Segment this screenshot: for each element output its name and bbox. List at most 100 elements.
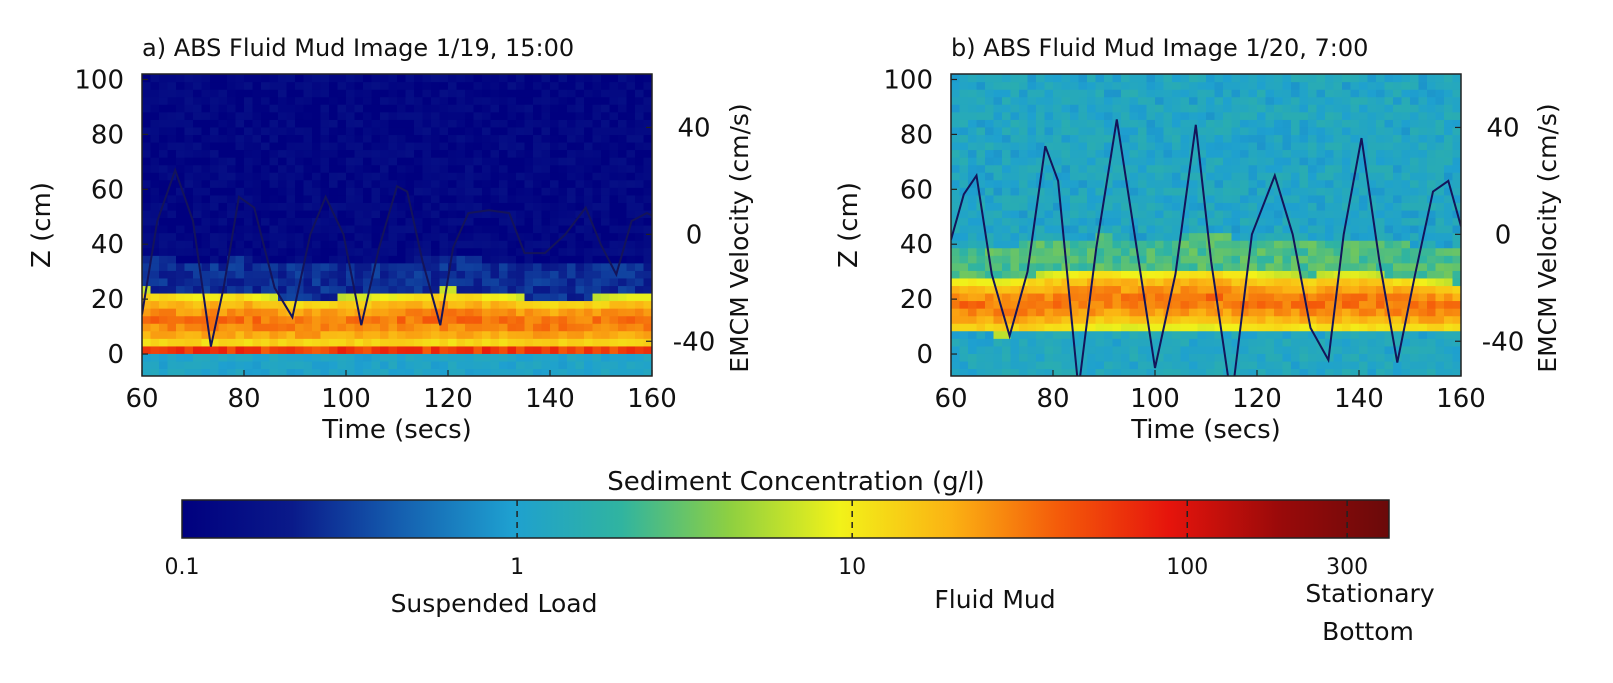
- heatmap-cell: [312, 368, 322, 376]
- heatmap-cell: [1452, 81, 1461, 90]
- heatmap-cell: [575, 164, 585, 173]
- heatmap-cell: [244, 89, 254, 98]
- heatmap-cell: [1384, 353, 1394, 362]
- heatmap-cell: [1410, 172, 1420, 181]
- heatmap-cell: [1257, 277, 1267, 287]
- heatmap-cell: [1393, 187, 1403, 196]
- heatmap-cell: [985, 292, 995, 302]
- heatmap-cell: [193, 111, 203, 120]
- heatmap-cell: [1189, 126, 1199, 136]
- heatmap-cell: [1095, 202, 1105, 211]
- heatmap-cell: [388, 149, 398, 158]
- heatmap-cell: [1427, 247, 1437, 256]
- heatmap-cell: [558, 353, 568, 362]
- heatmap-cell: [1036, 315, 1046, 324]
- heatmap-cell: [507, 240, 517, 249]
- heatmap-cell: [541, 74, 551, 83]
- heatmap-cell: [516, 96, 526, 105]
- heatmap-cell: [1410, 149, 1420, 158]
- heatmap-cell: [184, 187, 194, 196]
- heatmap-cell: [303, 255, 313, 264]
- heatmap-cell: [643, 360, 652, 370]
- heatmap-cell: [142, 360, 152, 370]
- heatmap-cell: [1214, 209, 1224, 219]
- heatmap-cell: [618, 217, 628, 226]
- heatmap-cell: [1027, 149, 1037, 158]
- heatmap-cell: [354, 141, 364, 151]
- heatmap-cell: [1231, 240, 1241, 249]
- heatmap-cell: [244, 353, 254, 362]
- heatmap-cell: [388, 368, 398, 376]
- heatmap-cell: [976, 330, 986, 339]
- heatmap-cell: [286, 172, 296, 181]
- heatmap-cell: [1121, 270, 1131, 279]
- heatmap-cell: [1274, 360, 1284, 370]
- heatmap-cell: [1401, 126, 1411, 136]
- heatmap-cell: [1367, 217, 1377, 226]
- heatmap-cell: [337, 285, 347, 294]
- heatmap-cell: [601, 111, 611, 120]
- heatmap-cell: [397, 89, 407, 98]
- heatmap-cell: [1112, 157, 1122, 166]
- heatmap-cell: [1155, 232, 1165, 241]
- heatmap-cell: [1121, 89, 1131, 98]
- heatmap-cell: [1393, 338, 1403, 347]
- heatmap-cell: [269, 240, 279, 249]
- heatmap-cell: [490, 308, 500, 317]
- heatmap-cell: [1189, 172, 1199, 181]
- heatmap-cell: [1418, 255, 1428, 264]
- heatmap-cell: [405, 119, 415, 128]
- heatmap-cell: [1010, 255, 1020, 264]
- heatmap-cell: [397, 172, 407, 181]
- heatmap-cell: [1019, 172, 1029, 181]
- heatmap-cell: [1146, 368, 1156, 376]
- heatmap-cell: [1095, 255, 1105, 264]
- heatmap-cell: [1291, 126, 1301, 136]
- heatmap-cell: [533, 209, 543, 219]
- heatmap-cell: [516, 368, 526, 376]
- heatmap-cell: [959, 240, 969, 249]
- heatmap-cell: [1308, 225, 1318, 234]
- heatmap-cell: [354, 315, 364, 324]
- heatmap-cell: [1214, 270, 1224, 279]
- heatmap-cell: [1248, 96, 1258, 105]
- heatmap-cell: [1282, 247, 1292, 256]
- heatmap-cell: [1129, 277, 1139, 287]
- heatmap-cell: [1223, 353, 1233, 362]
- heatmap-cell: [193, 81, 203, 90]
- heatmap-cell: [312, 74, 322, 83]
- heatmap-cell: [550, 315, 560, 324]
- heatmap-cell: [414, 285, 424, 294]
- heatmap-cell: [1036, 292, 1046, 302]
- heatmap-cell: [184, 96, 194, 105]
- heatmap-cell: [1036, 202, 1046, 211]
- heatmap-cell: [499, 179, 509, 188]
- heatmap-cell: [1121, 134, 1131, 143]
- heatmap-cell: [388, 270, 398, 279]
- heatmap-cell: [959, 247, 969, 256]
- heatmap-cell: [150, 255, 160, 264]
- heatmap-cell: [626, 194, 636, 203]
- heatmap-cell: [1087, 308, 1097, 317]
- heatmap-cell: [312, 134, 322, 143]
- heatmap-cell: [422, 353, 432, 362]
- heatmap-cell: [1444, 96, 1454, 105]
- heatmap-cell: [456, 323, 466, 332]
- heatmap-cell: [159, 111, 169, 120]
- heatmap-cell: [167, 149, 177, 158]
- heatmap-cell: [516, 141, 526, 151]
- heatmap-cell: [1036, 232, 1046, 241]
- heatmap-cell: [218, 232, 228, 241]
- heatmap-cell: [1189, 300, 1199, 309]
- heatmap-cell: [533, 74, 543, 83]
- heatmap-cell: [550, 285, 560, 294]
- heatmap-cell: [1384, 157, 1394, 166]
- heatmap-cell: [1223, 270, 1233, 279]
- heatmap-cell: [601, 81, 611, 90]
- heatmap-cell: [575, 119, 585, 128]
- heatmap-cell: [524, 119, 534, 128]
- heatmap-cell: [976, 164, 986, 173]
- heatmap-cell: [1282, 262, 1292, 271]
- heatmap-cell: [1121, 187, 1131, 196]
- heatmap-cell: [1155, 164, 1165, 173]
